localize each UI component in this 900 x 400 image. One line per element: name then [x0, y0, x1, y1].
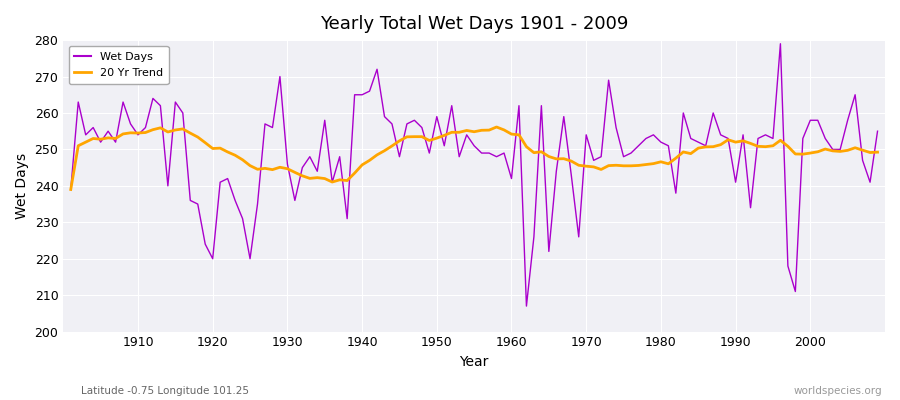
Text: Latitude -0.75 Longitude 101.25: Latitude -0.75 Longitude 101.25	[81, 386, 249, 396]
X-axis label: Year: Year	[460, 355, 489, 369]
Legend: Wet Days, 20 Yr Trend: Wet Days, 20 Yr Trend	[68, 46, 168, 84]
Text: worldspecies.org: worldspecies.org	[794, 386, 882, 396]
Y-axis label: Wet Days: Wet Days	[15, 153, 29, 219]
Title: Yearly Total Wet Days 1901 - 2009: Yearly Total Wet Days 1901 - 2009	[320, 15, 628, 33]
